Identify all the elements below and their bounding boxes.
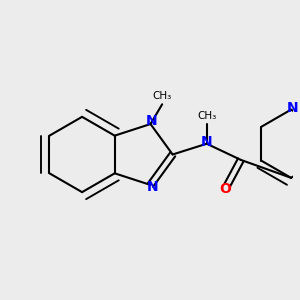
Text: N: N (146, 114, 157, 128)
Text: N: N (146, 180, 158, 194)
Text: N: N (201, 135, 212, 149)
Text: O: O (220, 182, 232, 196)
Text: N: N (287, 101, 298, 115)
Text: CH₃: CH₃ (152, 91, 172, 101)
Text: CH₃: CH₃ (197, 111, 216, 121)
